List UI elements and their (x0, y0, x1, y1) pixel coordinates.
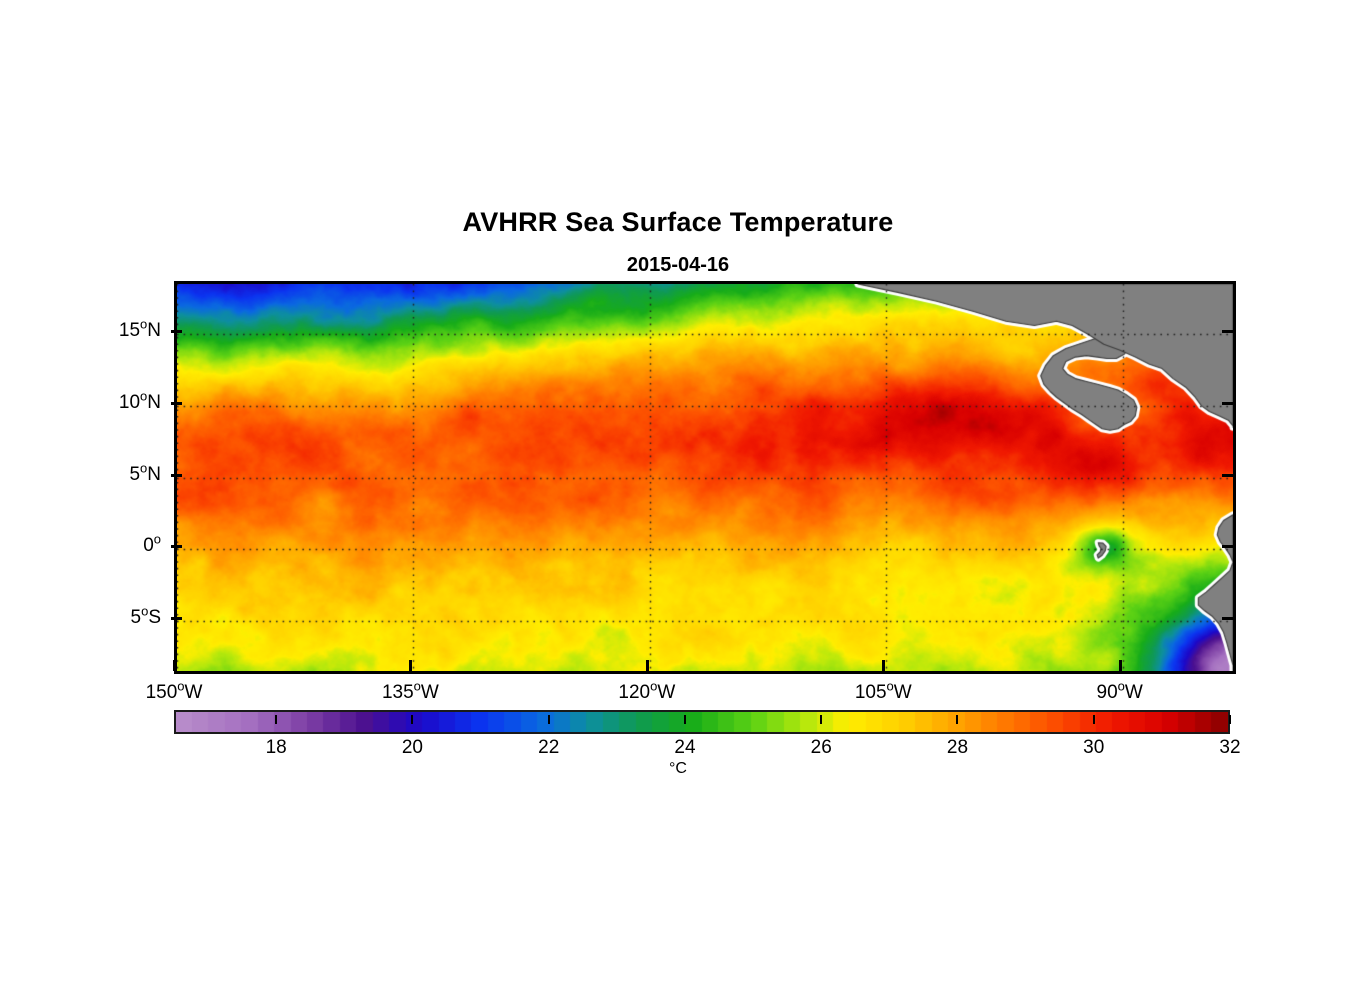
x-tick-label-4: 90oW (1096, 678, 1143, 703)
colorbar-tick-5 (956, 715, 959, 724)
y-tick-label-4: 5oS (130, 603, 162, 628)
x-tick-mark-2 (645, 660, 649, 671)
figure-title: AVHRR Sea Surface Temperature (462, 207, 894, 237)
y-tick-mark-0-left (171, 330, 182, 334)
y-tick-mark-3-right (1222, 545, 1233, 549)
colorbar-unit-label: °C (669, 760, 687, 777)
colorbar-tick-label-5: 28 (946, 737, 969, 758)
colorbar-tick-label-0: 18 (265, 737, 287, 758)
x-tick-label-2: 120oW (618, 678, 676, 703)
colorbar-tick-label-7: 32 (1219, 737, 1241, 758)
sst-heatmap (177, 284, 1233, 671)
colorbar-tick-label-3: 24 (674, 737, 696, 758)
x-tick-mark-3 (882, 660, 886, 671)
y-tick-mark-3-left (171, 545, 182, 549)
colorbar-tick-7 (1229, 715, 1231, 724)
y-tick-mark-0-right (1222, 330, 1233, 334)
map-axes (174, 281, 1236, 674)
y-tick-label-2: 5oN (129, 460, 161, 485)
colorbar-gradient (176, 712, 1228, 732)
colorbar-tick-1 (411, 715, 414, 724)
y-tick-mark-2-right (1222, 473, 1233, 477)
colorbar-tick-6 (1092, 715, 1095, 724)
y-tick-mark-1-left (171, 401, 182, 405)
y-tick-label-1: 10oN (118, 388, 161, 413)
x-tick-label-1: 135oW (381, 678, 439, 703)
figure-date-subtitle: 2015-04-16 (626, 254, 730, 276)
colorbar-tick-3 (683, 715, 686, 724)
y-tick-mark-1-right (1222, 401, 1233, 405)
colorbar-tick-label-2: 22 (538, 737, 560, 758)
colorbar (174, 710, 1230, 734)
colorbar-tick-label-1: 20 (401, 737, 424, 758)
x-tick-mark-1 (409, 660, 413, 671)
y-tick-mark-2-left (171, 473, 182, 477)
x-tick-mark-0 (173, 660, 176, 671)
y-tick-label-3: 0o (143, 531, 161, 557)
colorbar-tick-label-4: 26 (810, 737, 832, 758)
y-tick-mark-4-right (1222, 616, 1233, 620)
x-tick-mark-4 (1118, 660, 1122, 671)
x-tick-label-3: 105oW (854, 678, 912, 703)
x-tick-label-0: 150oW (145, 678, 203, 703)
colorbar-tick-2 (547, 715, 550, 724)
y-tick-mark-4-left (171, 616, 182, 620)
colorbar-tick-label-6: 30 (1083, 737, 1105, 758)
colorbar-tick-4 (820, 715, 823, 724)
y-tick-label-0: 15oN (118, 316, 161, 342)
colorbar-tick-0 (275, 715, 278, 724)
